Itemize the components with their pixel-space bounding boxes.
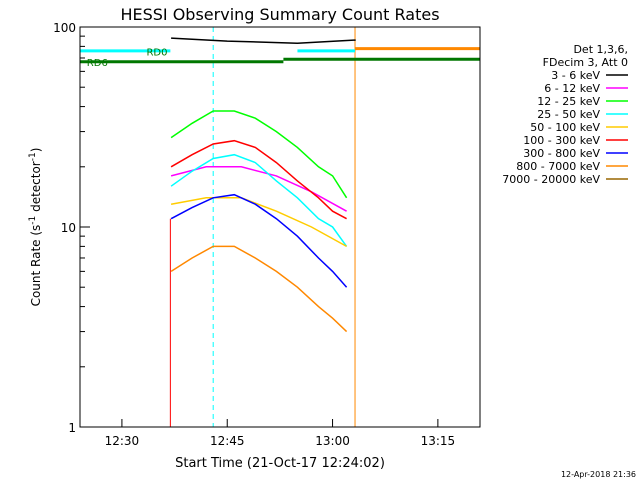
chart-title: HESSI Observing Summary Count Rates [120, 5, 439, 24]
series-line-4-0 [170, 197, 347, 248]
legend-label-4: 50 - 100 keV [530, 121, 600, 134]
y-axis-label-main: Count Rate (s [29, 225, 43, 307]
series-line-3-0 [170, 153, 348, 247]
legend-header-line-2: FDecim 3, Att 0 [543, 56, 628, 69]
legend-label-6: 300 - 800 keV [523, 147, 600, 160]
x-tick-label-3: 13:15 [421, 434, 456, 448]
flag-label-1: RD6 [87, 58, 108, 69]
series-line-5-0 [170, 139, 347, 220]
y-tick-label-2: 100 [53, 21, 76, 35]
x-tick-label-0: 12:30 [105, 434, 140, 448]
plot-area: RD0 RD6 [80, 27, 640, 427]
series-line-2-0 [170, 110, 348, 199]
flag-label-0: RD0 [146, 48, 167, 59]
y-axis-label-sup2: -1 [28, 152, 38, 161]
x-axis-label: Start Time (21-Oct-17 12:24:02) [175, 456, 385, 471]
series-line-6-0 [170, 193, 348, 288]
legend-label-1: 6 - 12 keV [544, 82, 600, 95]
y-axis-label-sup1: -1 [28, 216, 38, 225]
plot-frame [79, 26, 481, 428]
legend-label-8: 7000 - 20000 keV [502, 173, 600, 186]
y-axis-label-end: ) [29, 148, 43, 153]
series-line-4-1 [536, 186, 640, 227]
y-tick-label-0: 1 [68, 421, 76, 435]
y-tick-label-1: 10 [61, 221, 76, 235]
y-axis-label: Count Rate (s-1 detector-1) [28, 148, 43, 307]
legend-label-7: 800 - 7000 keV [516, 160, 600, 173]
x-tick-label-1: 12:45 [210, 434, 245, 448]
legend-label-3: 25 - 50 keV [537, 108, 600, 121]
x-axis: 12:30 12:45 13:00 13:15 [105, 419, 456, 448]
y-axis-label-mid: detector [29, 161, 43, 216]
series-line-0-0 [171, 37, 356, 44]
legend-header-line-1: Det 1,3,6, [573, 43, 628, 56]
legend-label-0: 3 - 6 keV [551, 69, 600, 82]
series-line-6-1 [536, 198, 640, 287]
footer-timestamp: 12-Apr-2018 21:36 [561, 470, 636, 479]
series-line-7-1 [536, 219, 640, 332]
legend-label-2: 12 - 25 keV [537, 95, 600, 108]
series-line-7-0 [170, 245, 348, 333]
legend-label-5: 100 - 300 keV [523, 134, 600, 147]
series-line-1-0 [170, 166, 347, 212]
x-tick-label-2: 13:00 [315, 434, 350, 448]
y-axis: 1 10 100 [53, 21, 90, 435]
